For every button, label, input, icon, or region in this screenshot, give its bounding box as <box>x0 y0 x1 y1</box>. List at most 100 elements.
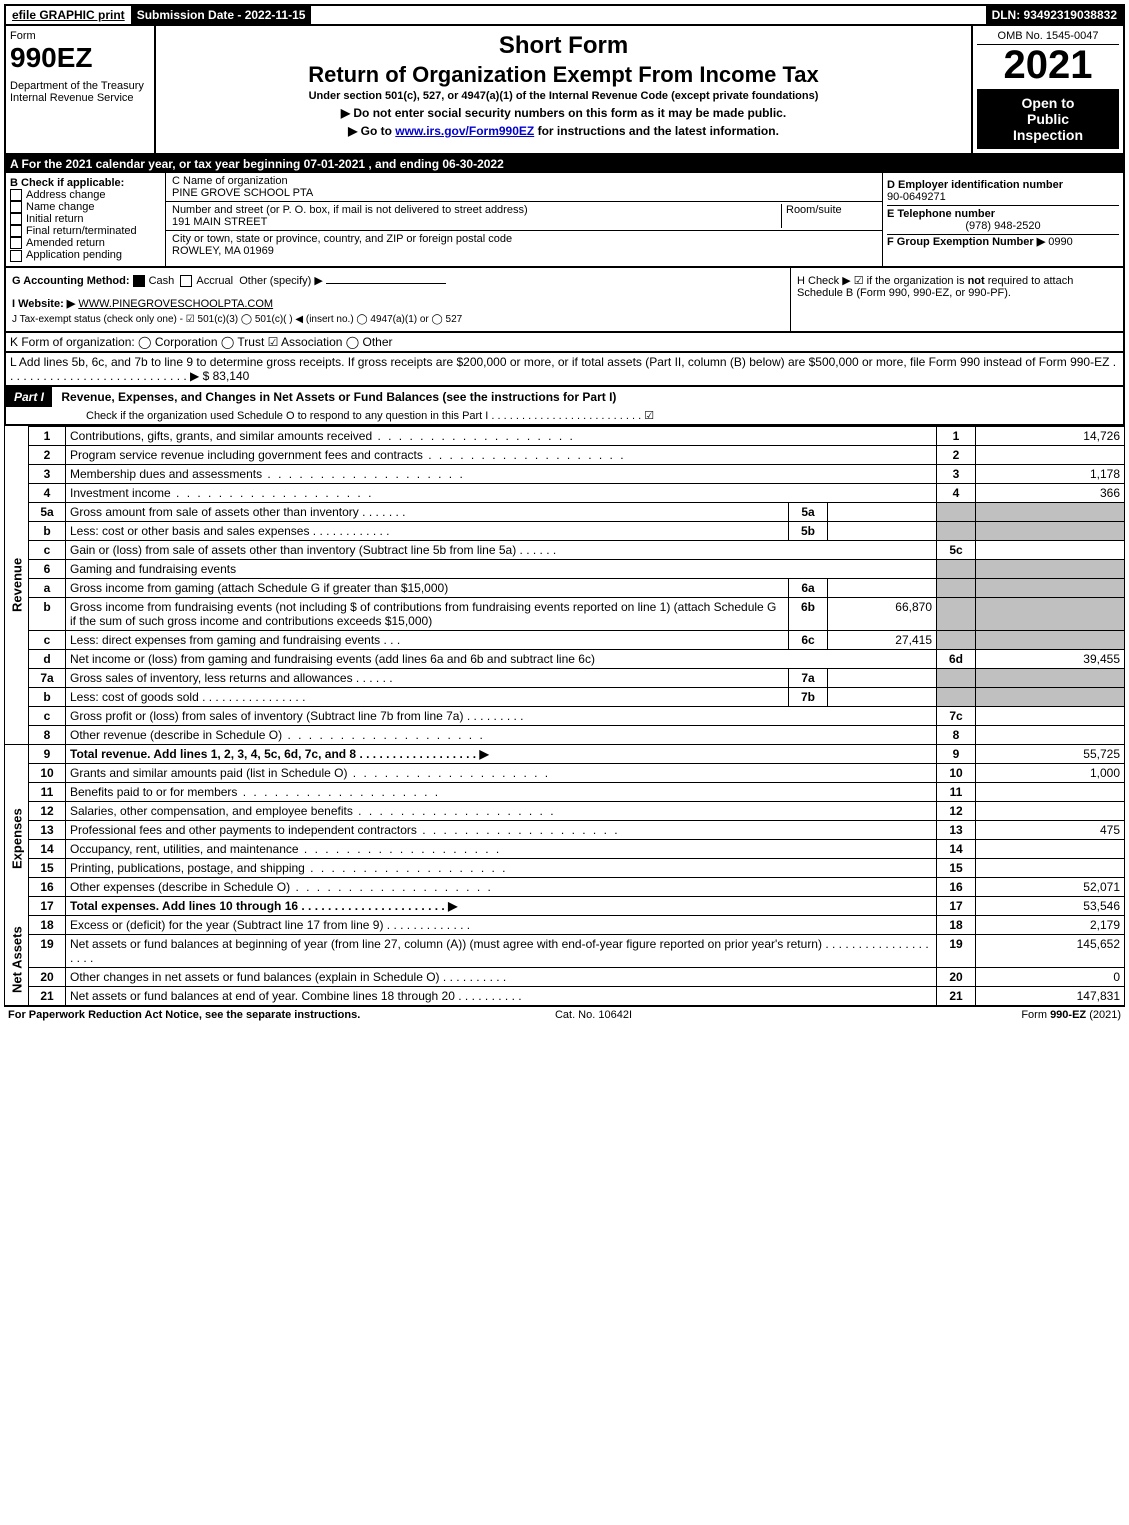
l2-num: 2 <box>29 445 66 464</box>
checkbox-address-change[interactable] <box>10 189 22 201</box>
l5b-num: b <box>29 521 66 540</box>
l6a-sn: 6a <box>789 578 828 597</box>
ssn-warning: ▶ Do not enter social security numbers o… <box>160 106 967 120</box>
l6a-sv <box>828 578 937 597</box>
l4-amount: 366 <box>976 483 1125 502</box>
open-line1: Open to <box>981 95 1115 111</box>
l5a-sv <box>828 502 937 521</box>
l6a-num: a <box>29 578 66 597</box>
l11-desc: Benefits paid to or for members <box>70 785 237 799</box>
l20-num: 20 <box>29 967 66 986</box>
line-a: A For the 2021 calendar year, or tax yea… <box>4 155 1125 173</box>
l12-rnum: 12 <box>937 801 976 820</box>
l10-rnum: 10 <box>937 763 976 782</box>
l4-num: 4 <box>29 483 66 502</box>
checkbox-accrual[interactable] <box>180 275 192 287</box>
l6b-sn: 6b <box>789 597 828 630</box>
group-label: F Group Exemption Number ▶ <box>887 236 1045 248</box>
l5b-sv <box>828 521 937 540</box>
checkbox-final-return[interactable] <box>10 225 22 237</box>
ein-value: 90-0649271 <box>887 191 1119 203</box>
l13-amount: 475 <box>976 820 1125 839</box>
l6-num: 6 <box>29 559 66 578</box>
footer: For Paperwork Reduction Act Notice, see … <box>4 1006 1125 1023</box>
section-d: D Employer identification number 90-0649… <box>883 173 1123 266</box>
l15-rnum: 15 <box>937 858 976 877</box>
l1-amount: 14,726 <box>976 426 1125 445</box>
l7c-rnum: 7c <box>937 706 976 725</box>
l8-desc: Other revenue (describe in Schedule O) <box>70 728 282 742</box>
l5b-sn: 5b <box>789 521 828 540</box>
l7b-amt-shade <box>976 687 1125 706</box>
l10-desc: Grants and similar amounts paid (list in… <box>70 766 347 780</box>
l16-amount: 52,071 <box>976 877 1125 896</box>
checkbox-initial-return[interactable] <box>10 213 22 225</box>
l6b-num: b <box>29 597 66 630</box>
l6c-num: c <box>29 630 66 649</box>
l14-desc: Occupancy, rent, utilities, and maintena… <box>70 842 299 856</box>
l20-desc: Other changes in net assets or fund bala… <box>70 970 440 984</box>
l7a-desc: Gross sales of inventory, less returns a… <box>70 671 353 685</box>
l6a-desc: Gross income from gaming (attach Schedul… <box>66 578 789 597</box>
row-gh: G Accounting Method: Cash Accrual Other … <box>4 268 1125 333</box>
c-city-label: City or town, state or province, country… <box>172 233 876 245</box>
l5c-desc: Gain or (loss) from sale of assets other… <box>70 543 516 557</box>
opt-initial-return: Initial return <box>26 213 83 225</box>
checkbox-name-change[interactable] <box>10 201 22 213</box>
form-header: Form 990EZ Department of the Treasury In… <box>4 26 1125 155</box>
part1-checkbox[interactable]: ☑ <box>644 410 654 422</box>
row-k: K Form of organization: ◯ Corporation ◯ … <box>4 333 1125 353</box>
l6c-sv: 27,415 <box>828 630 937 649</box>
l3-num: 3 <box>29 464 66 483</box>
opt-final-return: Final return/terminated <box>26 225 137 237</box>
l17-amount: 53,546 <box>976 896 1125 915</box>
l3-amount: 1,178 <box>976 464 1125 483</box>
l5a-sn: 5a <box>789 502 828 521</box>
l9-desc: Total revenue. Add lines 1, 2, 3, 4, 5c,… <box>70 747 489 761</box>
l19-rnum: 19 <box>937 934 976 967</box>
l18-rnum: 18 <box>937 915 976 934</box>
l5c-num: c <box>29 540 66 559</box>
irs-link[interactable]: www.irs.gov/Form990EZ <box>395 124 534 138</box>
l11-rnum: 11 <box>937 782 976 801</box>
l9-amount: 55,725 <box>976 744 1125 763</box>
l6c-amt-shade <box>976 630 1125 649</box>
l6d-num: d <box>29 649 66 668</box>
opt-accrual: Accrual <box>196 275 233 287</box>
l7c-num: c <box>29 706 66 725</box>
footer-left: For Paperwork Reduction Act Notice, see … <box>8 1009 360 1021</box>
other-specify-input[interactable] <box>326 283 446 284</box>
l13-desc: Professional fees and other payments to … <box>70 823 417 837</box>
l6c-sn: 6c <box>789 630 828 649</box>
l9-rnum: 9 <box>937 744 976 763</box>
l5c-amount <box>976 540 1125 559</box>
ein-label: D Employer identification number <box>887 179 1119 191</box>
l3-desc: Membership dues and assessments <box>70 467 262 481</box>
l1-num: 1 <box>29 426 66 445</box>
checkbox-cash[interactable] <box>133 275 145 287</box>
opt-other: Other (specify) ▶ <box>239 275 323 287</box>
l6b-rnum-shade <box>937 597 976 630</box>
l5b-desc: Less: cost or other basis and sales expe… <box>70 524 309 538</box>
l19-num: 19 <box>29 934 66 967</box>
l6d-desc: Net income or (loss) from gaming and fun… <box>66 649 937 668</box>
checkbox-amended-return[interactable] <box>10 237 22 249</box>
org-name: PINE GROVE SCHOOL PTA <box>172 187 876 199</box>
checkbox-application-pending[interactable] <box>10 250 22 262</box>
phone-label: E Telephone number <box>887 208 1119 220</box>
l6a-rnum-shade <box>937 578 976 597</box>
l5a-amt-shade <box>976 502 1125 521</box>
h-text1: H Check ▶ ☑ if the organization is <box>797 275 968 287</box>
expenses-label: Expenses <box>5 763 29 915</box>
l6c-desc: Less: direct expenses from gaming and fu… <box>70 633 380 647</box>
l14-rnum: 14 <box>937 839 976 858</box>
l4-desc: Investment income <box>70 486 171 500</box>
efile-print-link[interactable]: efile GRAPHIC print <box>12 8 125 22</box>
l17-num: 17 <box>29 896 66 915</box>
l20-amount: 0 <box>976 967 1125 986</box>
opt-address-change: Address change <box>26 189 106 201</box>
goto-pre: ▶ Go to <box>348 124 395 138</box>
l14-amount <box>976 839 1125 858</box>
l7a-num: 7a <box>29 668 66 687</box>
website-link[interactable]: WWW.PINEGROVESCHOOLPTA.COM <box>78 298 273 310</box>
